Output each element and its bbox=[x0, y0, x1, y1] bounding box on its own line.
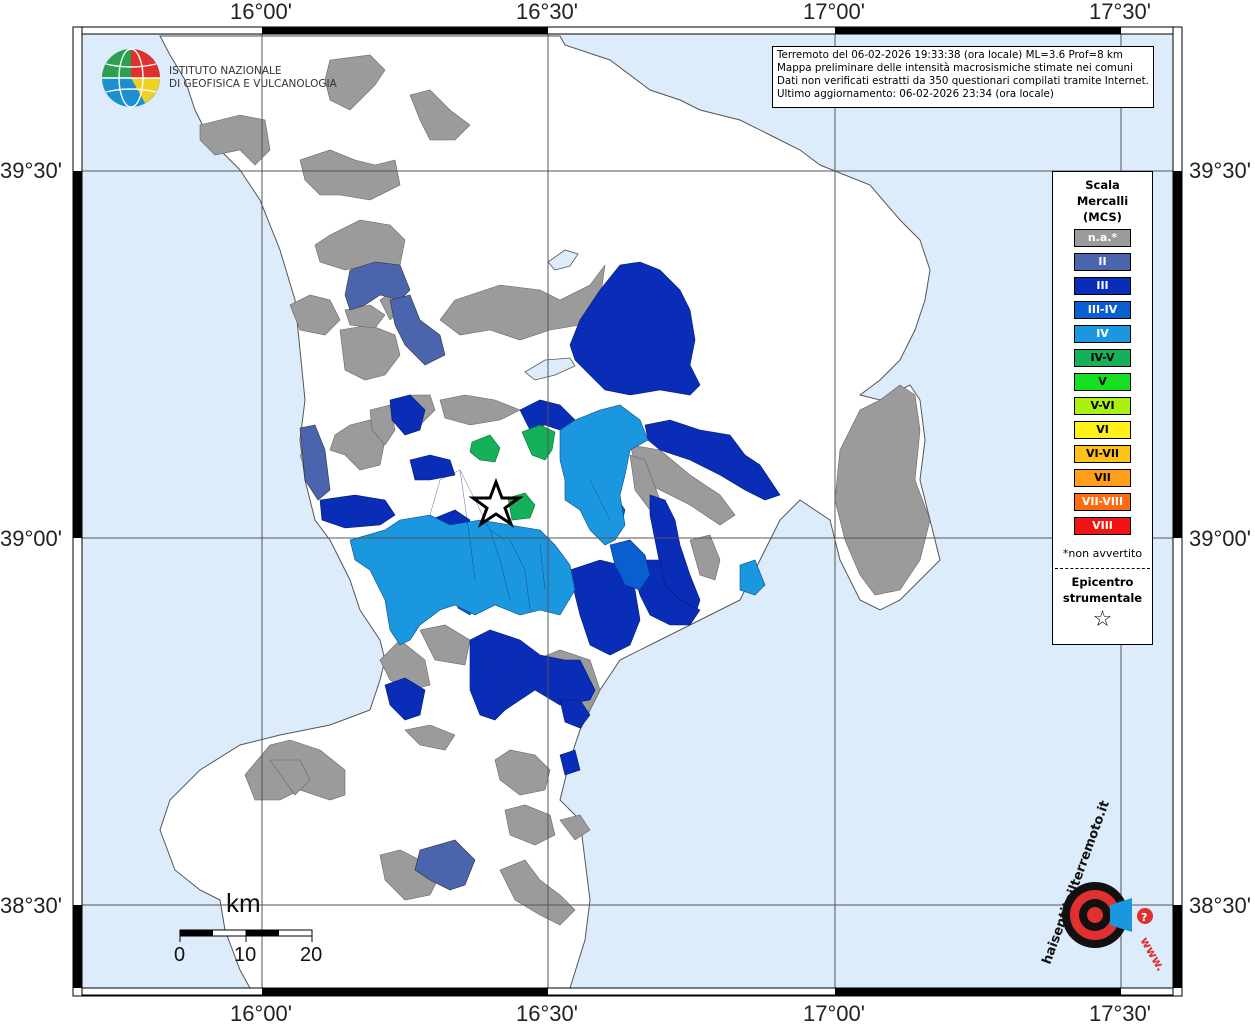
scale-tick-20: 20 bbox=[300, 944, 323, 966]
info-line-4: Ultimo aggiornamento: 06-02-2026 23:34 (… bbox=[777, 88, 1054, 100]
info-line-2: Mappa preliminare delle intensità macros… bbox=[777, 62, 1133, 74]
scale-tick-0: 0 bbox=[174, 944, 186, 966]
legend-item: IV bbox=[1074, 325, 1131, 343]
info-line-3: Dati non verificati estratti da 350 ques… bbox=[777, 75, 1149, 87]
legend-title-line1: Scala bbox=[1085, 178, 1120, 192]
scale-tick-10: 10 bbox=[234, 944, 257, 966]
legend-item: IV-V bbox=[1074, 349, 1131, 367]
legend-star-icon: ☆ bbox=[1092, 607, 1113, 632]
lon-label-top-2: 16°30' bbox=[516, 0, 578, 24]
lon-label-top-4: 17°30' bbox=[1089, 0, 1151, 24]
legend-epicenter-label: Epicentro strumentale bbox=[1053, 574, 1152, 606]
legend-item: III bbox=[1074, 277, 1131, 295]
lon-label-top-1: 16°00' bbox=[230, 0, 292, 24]
legend-item: V bbox=[1074, 373, 1131, 391]
lat-label-right-2: 39°00' bbox=[1189, 526, 1251, 551]
scale-unit: km bbox=[226, 888, 261, 918]
lat-label-left-1: 39°30' bbox=[0, 158, 62, 183]
legend-epicenter-line2: strumentale bbox=[1062, 591, 1143, 605]
scale-bar bbox=[179, 929, 313, 942]
lon-label-bottom-2: 16°30' bbox=[516, 1001, 578, 1024]
lon-label-top-3: 17°00' bbox=[803, 0, 865, 24]
intensity-II-areas bbox=[299, 261, 476, 891]
info-line-1: Terremoto del 06-02-2026 19:33:38 (ora l… bbox=[777, 49, 1123, 61]
svg-text:?: ? bbox=[1141, 911, 1147, 924]
lat-label-left-3: 38°30' bbox=[0, 893, 62, 918]
lat-label-right-3: 38°30' bbox=[1189, 893, 1251, 918]
ingv-name-line2: DI GEOFISICA E VULCANOLOGIA bbox=[169, 78, 337, 90]
lon-label-bottom-1: 16°00' bbox=[230, 1001, 292, 1024]
ingv-name-line1: ISTITUTO NAZIONALE bbox=[169, 65, 282, 77]
legend-item: VII-VIII bbox=[1074, 493, 1131, 511]
intensity-III-areas bbox=[319, 261, 781, 776]
legend-item: n.a.* bbox=[1074, 229, 1131, 247]
lon-label-bottom-4: 17°30' bbox=[1089, 1001, 1151, 1024]
legend-item: VII bbox=[1074, 469, 1131, 487]
lon-label-bottom-3: 17°00' bbox=[803, 1001, 865, 1024]
legend-item: III-IV bbox=[1074, 301, 1131, 319]
legend-note: *non avvertito bbox=[1062, 547, 1143, 560]
legend-item: VI-VII bbox=[1074, 445, 1131, 463]
legend-item: V-VI bbox=[1074, 397, 1131, 415]
lat-label-right-1: 39°30' bbox=[1189, 158, 1251, 183]
intensity-legend: Scala Mercalli (MCS) n.a.* II III III-IV IV I… bbox=[1052, 171, 1153, 645]
legend-item: II bbox=[1074, 253, 1131, 271]
haisentito-logo-icon: ? bbox=[1062, 882, 1153, 948]
ingv-logo-icon bbox=[102, 48, 160, 108]
map-frame bbox=[72, 26, 1183, 997]
ingv-name: ISTITUTO NAZIONALE DI GEOFISICA E VULCAN… bbox=[169, 65, 337, 91]
legend-item: VI bbox=[1074, 421, 1131, 439]
legend-separator bbox=[1055, 568, 1150, 569]
legend-title: Scala Mercalli (MCS) bbox=[1053, 177, 1152, 225]
intensity-IV-areas bbox=[349, 404, 766, 646]
earthquake-info-box: Terremoto del 06-02-2026 19:33:38 (ora l… bbox=[772, 46, 1154, 108]
legend-epicenter-line1: Epicentro bbox=[1071, 575, 1134, 589]
lat-label-left-2: 39°00' bbox=[0, 526, 62, 551]
legend-title-line2: Mercalli bbox=[1076, 194, 1129, 208]
epicenter-star-icon bbox=[468, 477, 524, 528]
legend-title-line3: (MCS) bbox=[1083, 210, 1122, 224]
legend-item: VIII bbox=[1074, 517, 1131, 535]
